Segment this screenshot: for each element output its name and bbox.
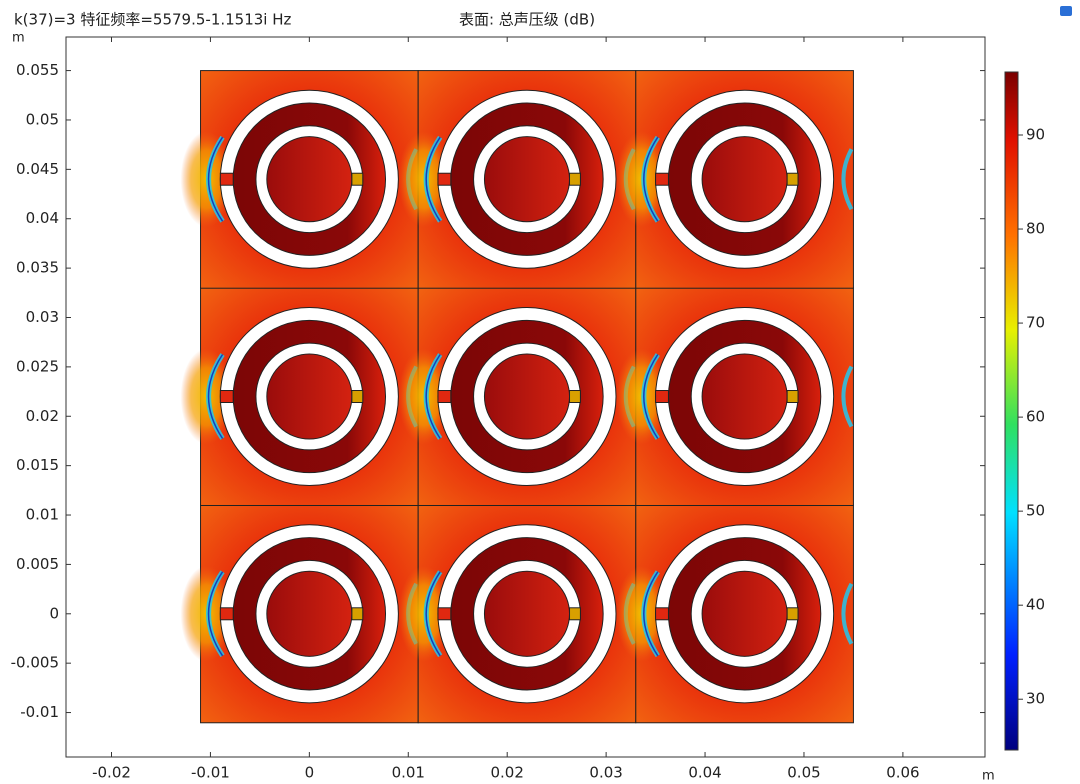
- core: [483, 353, 571, 440]
- x-tick-label: 0.04: [688, 764, 721, 782]
- node-line: [207, 354, 224, 439]
- x-tick-label: 0: [305, 764, 315, 782]
- core: [483, 570, 571, 657]
- colorbar-tick-label: 60: [1026, 408, 1045, 426]
- y-axis-label: m: [12, 31, 25, 46]
- y-tick-label: 0.03: [26, 308, 59, 326]
- right-slit: [786, 172, 799, 186]
- surface-plot: [180, 70, 854, 724]
- y-tick-label: 0.045: [16, 160, 59, 178]
- left-slit: [655, 390, 669, 404]
- y-tick-label: 0.015: [16, 456, 59, 474]
- right-slit: [351, 607, 364, 621]
- right-slit: [786, 607, 799, 621]
- node-line: [207, 571, 224, 657]
- node-line: [425, 571, 441, 657]
- colorbar-tick-label: 50: [1026, 502, 1045, 520]
- left-slit: [437, 607, 452, 621]
- x-tick-label: 0.06: [886, 764, 919, 782]
- node-line: [841, 148, 854, 211]
- node-line: [643, 571, 659, 657]
- right-slit: [351, 172, 364, 186]
- x-tick-label: 0.02: [490, 764, 523, 782]
- left-slit: [219, 390, 234, 404]
- node-line: [425, 354, 441, 439]
- colorbar-tick-label: 40: [1026, 596, 1045, 614]
- core: [266, 570, 353, 657]
- right-slit: [786, 390, 799, 404]
- colorbar-tick-label: 70: [1026, 314, 1045, 332]
- core: [266, 136, 353, 223]
- right-slit: [569, 607, 581, 621]
- y-tick-label: 0.055: [16, 61, 59, 79]
- y-tick-label: 0.025: [16, 357, 59, 375]
- y-tick-label: 0.05: [26, 110, 59, 128]
- x-axis-label: m: [982, 769, 995, 784]
- right-slit: [351, 390, 364, 404]
- left-slit: [219, 607, 234, 621]
- left-slit: [437, 390, 452, 404]
- node-line: [643, 136, 659, 222]
- core: [266, 353, 353, 440]
- right-slit: [569, 390, 581, 404]
- core: [483, 136, 571, 223]
- toolbar-icon[interactable]: [1060, 6, 1072, 16]
- core: [701, 353, 788, 440]
- y-tick-label: 0.01: [26, 506, 59, 524]
- left-slit: [219, 172, 234, 186]
- x-tick-label: 0.01: [392, 764, 425, 782]
- chart-subtitle: 表面: 总声压级 (dB): [459, 11, 595, 29]
- x-tick-label: 0.03: [589, 764, 622, 782]
- node-line: [207, 136, 224, 222]
- colorbar-tick-label: 80: [1026, 220, 1045, 238]
- left-slit: [655, 607, 669, 621]
- plot-frame: [65, 36, 986, 758]
- colorbar-tick-label: 30: [1026, 690, 1045, 708]
- node-line: [425, 136, 441, 222]
- y-tick-label: 0.005: [16, 555, 59, 573]
- x-tick-label: 0.05: [787, 764, 820, 782]
- y-tick-label: -0.01: [20, 703, 59, 721]
- node-line: [643, 354, 659, 439]
- x-tick-label: -0.02: [92, 764, 131, 782]
- y-tick-label: -0.005: [11, 654, 59, 672]
- node-line: [841, 365, 854, 428]
- y-tick-label: 0.02: [26, 407, 59, 425]
- x-tick-label: -0.01: [191, 764, 230, 782]
- left-slit: [655, 172, 669, 186]
- core: [701, 570, 788, 657]
- node-line: [841, 582, 854, 645]
- y-tick-label: 0.04: [26, 209, 59, 227]
- left-slit: [437, 172, 452, 186]
- colorbar: [1004, 71, 1019, 751]
- core: [701, 136, 788, 223]
- right-slit: [569, 172, 581, 186]
- y-tick-label: 0: [49, 604, 59, 622]
- chart-title: k(37)=3 特征频率=5579.5-1.1513i Hz: [14, 11, 292, 29]
- colorbar-tick-label: 90: [1026, 126, 1045, 144]
- y-tick-label: 0.035: [16, 259, 59, 277]
